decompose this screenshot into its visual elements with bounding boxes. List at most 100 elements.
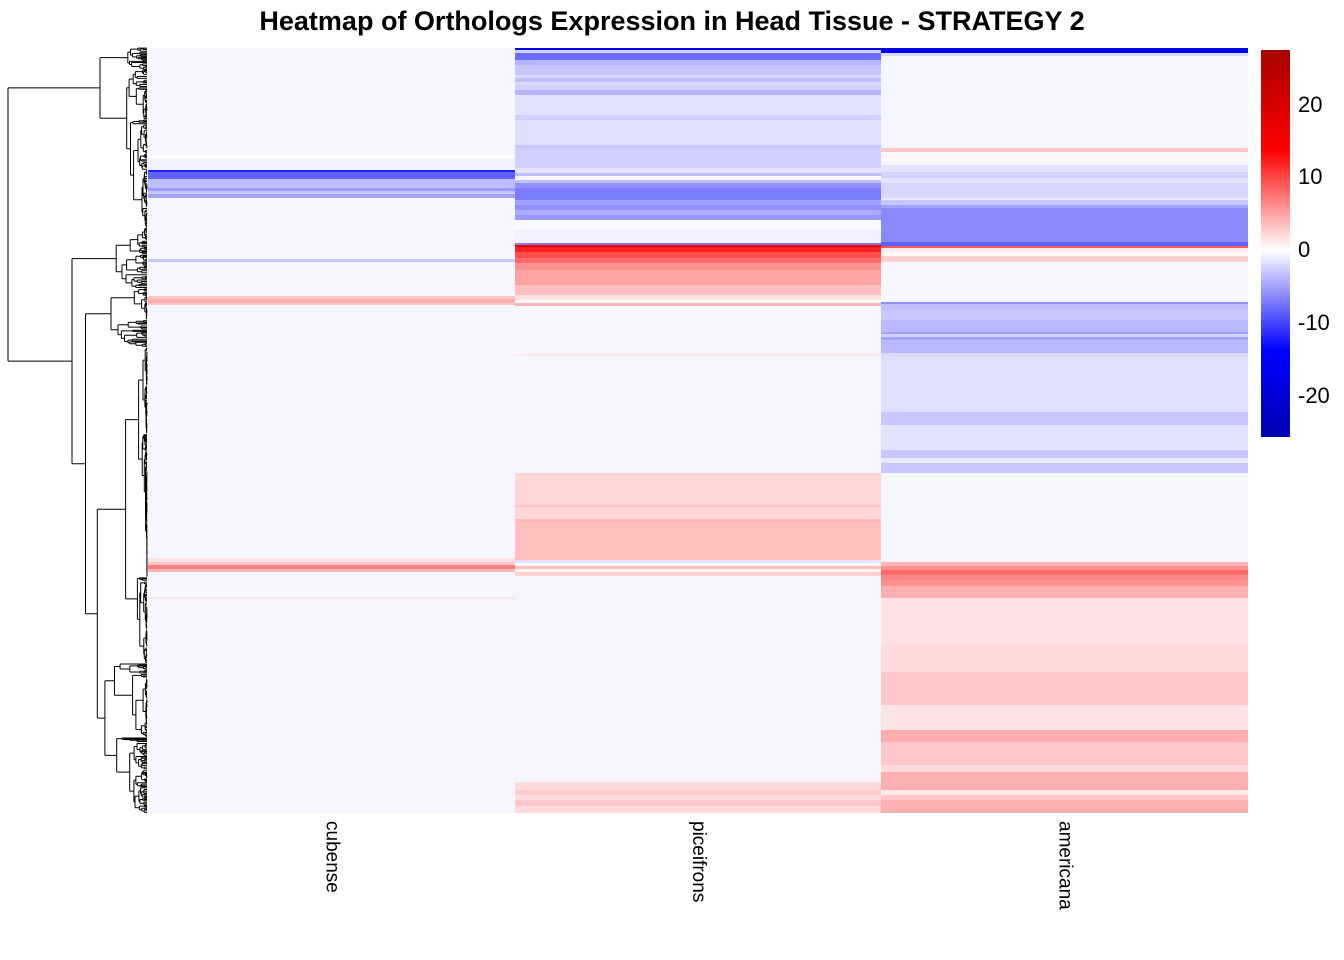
heatmap-band xyxy=(514,188,882,200)
heatmap-band xyxy=(514,569,882,572)
heatmap-band xyxy=(514,220,882,230)
heatmap-band xyxy=(881,303,1248,310)
heatmap-band xyxy=(148,598,515,813)
column-label-americana: americana xyxy=(1054,821,1076,910)
legend-tick-label: 0 xyxy=(1298,237,1311,262)
heatmap-band xyxy=(148,191,515,194)
heatmap-band xyxy=(881,252,1248,256)
heatmap-band xyxy=(881,309,1248,320)
heatmap-band xyxy=(881,569,1248,575)
heatmap-band xyxy=(881,337,1248,340)
heatmap-band xyxy=(514,565,882,569)
heatmap-band xyxy=(514,473,882,505)
heatmap-band xyxy=(881,148,1248,152)
heatmap-band xyxy=(148,171,515,179)
heatmap-band xyxy=(514,48,882,50)
heatmap-band xyxy=(881,644,1248,672)
heatmap-band xyxy=(514,74,882,78)
heatmap-band xyxy=(881,171,1248,178)
heatmap-band xyxy=(881,207,1248,242)
heatmap-band xyxy=(514,800,882,806)
heatmap-band xyxy=(881,302,1248,304)
heatmap-band xyxy=(514,245,882,247)
heatmap-band xyxy=(514,354,882,356)
heatmap-band xyxy=(881,331,1248,334)
heatmap-band xyxy=(148,295,515,299)
heatmap-band xyxy=(881,241,1248,246)
heatmap-band xyxy=(514,85,882,90)
heatmap-band xyxy=(881,152,1248,155)
heatmap-band xyxy=(881,198,1248,200)
heatmap-band xyxy=(514,355,882,473)
heatmap-band xyxy=(881,424,1248,450)
heatmap-band xyxy=(881,565,1248,570)
heatmap-band xyxy=(148,305,515,558)
heatmap-band xyxy=(881,412,1248,425)
heatmap-band xyxy=(148,170,515,172)
heatmap-band xyxy=(881,356,1248,412)
heatmap-band xyxy=(148,48,515,155)
heatmap-band xyxy=(881,462,1248,473)
heatmap-band xyxy=(881,672,1248,705)
heatmap-band xyxy=(148,194,515,198)
dendrogram-lines xyxy=(7,47,148,813)
heatmap-band xyxy=(514,95,882,115)
chart-title: Heatmap of Orthologs Expression in Head … xyxy=(259,6,1085,36)
heatmap-band xyxy=(514,205,882,210)
heatmap-band xyxy=(514,148,882,168)
heatmap-band xyxy=(514,60,882,65)
heatmap-band xyxy=(881,160,1248,165)
heatmap-band xyxy=(514,180,882,183)
heatmap-band xyxy=(514,167,882,173)
legend-tick-label: 20 xyxy=(1298,91,1323,117)
heatmap-band xyxy=(514,258,882,263)
heatmap-band xyxy=(148,572,515,597)
heatmap-band xyxy=(881,575,1248,580)
heatmap-column-piceifrons xyxy=(514,48,882,813)
heatmap-band xyxy=(514,214,882,220)
column-label-cubense: cubense xyxy=(321,821,343,893)
heatmap-band xyxy=(881,157,1248,161)
heatmap-band xyxy=(881,177,1248,183)
heatmap-band xyxy=(881,742,1248,765)
heatmap-band xyxy=(881,449,1248,458)
heatmap-band xyxy=(881,704,1248,730)
heatmap-band xyxy=(514,782,882,790)
heatmap-band xyxy=(514,78,882,82)
heatmap-band xyxy=(514,295,882,300)
legend-tick-label: -20 xyxy=(1298,382,1330,408)
heatmap-band xyxy=(881,729,1248,742)
heatmap-band xyxy=(514,209,882,215)
heatmap-band xyxy=(514,519,882,522)
heatmap-band xyxy=(514,182,882,188)
heatmap-band xyxy=(881,53,1248,56)
column-label-piceifrons: piceifrons xyxy=(688,821,709,903)
heatmap-band xyxy=(514,114,882,120)
heatmap-band xyxy=(881,334,1248,337)
heatmap-band xyxy=(514,53,882,60)
heatmap-band xyxy=(514,246,882,252)
heatmap-band xyxy=(514,806,882,813)
heatmap-band xyxy=(148,562,515,565)
heatmap-band xyxy=(881,182,1248,195)
heatmap-band xyxy=(148,262,515,296)
heatmap-band xyxy=(881,205,1248,208)
heatmap-band xyxy=(881,155,1248,158)
row-dendrogram xyxy=(7,47,148,813)
heatmap-band xyxy=(881,248,1248,252)
heatmap-band xyxy=(514,302,882,306)
heatmap-band xyxy=(148,198,515,259)
heatmap-band xyxy=(514,242,882,245)
heatmap-band xyxy=(148,259,515,262)
heatmap-band xyxy=(514,64,882,75)
heatmap-band xyxy=(514,145,882,148)
heatmap-band xyxy=(881,579,1248,586)
heatmap-grid xyxy=(148,48,1248,813)
heatmap-band xyxy=(881,794,1248,800)
heatmap-band xyxy=(881,800,1248,813)
color-scale-bar xyxy=(1261,50,1290,437)
heatmap-band xyxy=(514,199,882,205)
heatmap-band xyxy=(514,522,882,560)
heatmap-band xyxy=(881,789,1248,795)
legend-tick-label: 10 xyxy=(1298,164,1323,190)
